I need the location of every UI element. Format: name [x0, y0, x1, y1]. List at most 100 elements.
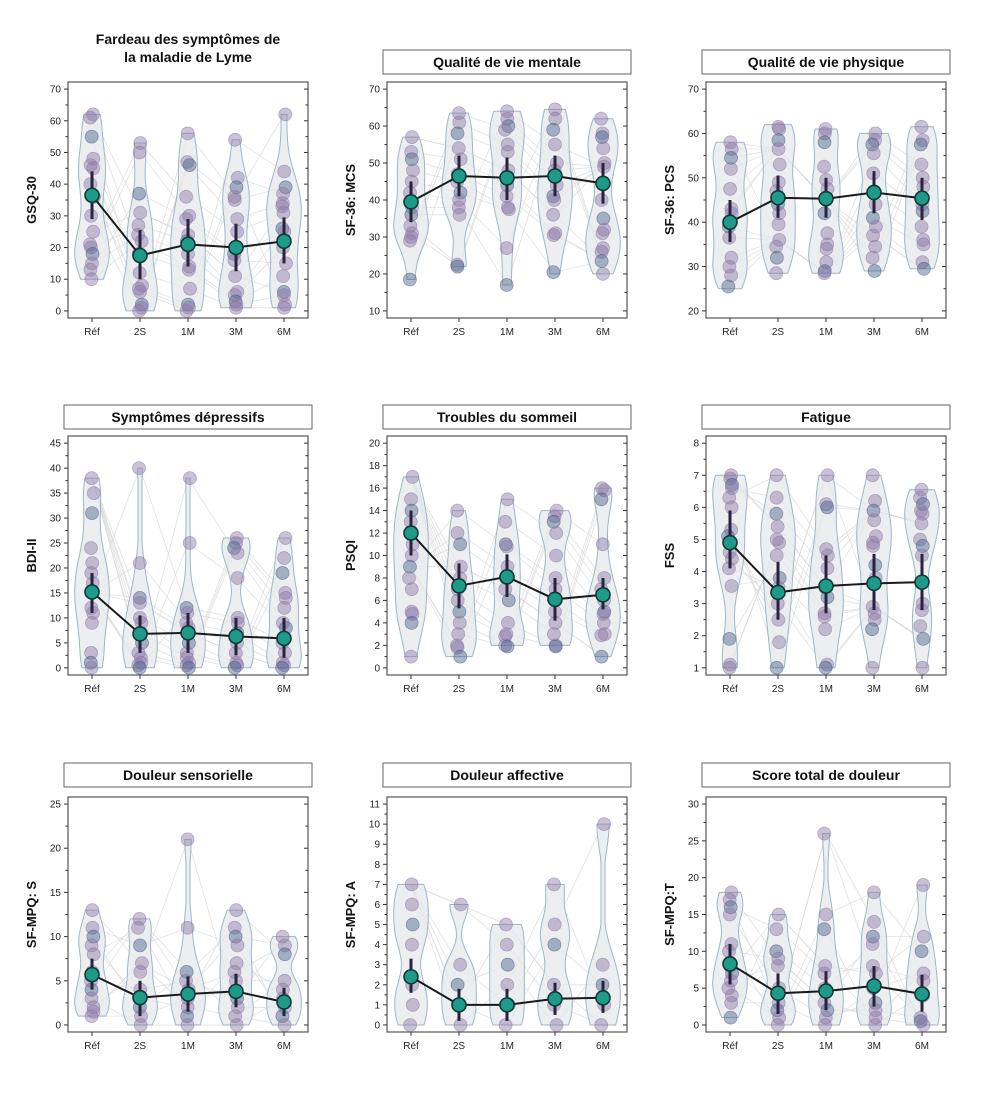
data-point — [820, 468, 835, 483]
data-point — [914, 944, 929, 959]
data-point — [499, 917, 513, 932]
data-point — [84, 646, 98, 660]
data-point — [548, 111, 563, 126]
data-point — [85, 920, 100, 935]
data-point — [405, 469, 420, 484]
data-point — [85, 903, 100, 917]
mean-marker — [818, 578, 834, 594]
y-tick-label: 40 — [369, 196, 381, 207]
data-point — [453, 897, 468, 912]
violin-6M — [266, 537, 302, 669]
data-point — [722, 259, 737, 274]
data-point — [181, 660, 196, 675]
data-point — [867, 885, 881, 900]
y-tick-label: 0 — [55, 663, 61, 674]
data-point — [83, 655, 98, 670]
y-tick-label: 25 — [688, 836, 700, 847]
data-point — [721, 981, 736, 995]
mean-marker — [403, 525, 419, 541]
y-tick-label: 40 — [688, 218, 700, 229]
data-point — [501, 202, 516, 217]
panel-title-box — [701, 404, 951, 430]
violin-2S — [441, 904, 477, 1026]
data-point — [498, 122, 512, 137]
y-tick-label: 40 — [50, 464, 62, 475]
data-point — [182, 536, 197, 550]
data-point — [818, 1010, 833, 1025]
data-point — [597, 483, 612, 498]
x-tick-label: 6M — [596, 327, 610, 338]
mean-marker — [818, 983, 834, 999]
mean-marker — [914, 574, 930, 590]
data-point — [549, 548, 563, 563]
data-point — [869, 966, 883, 981]
panel-title: Troubles du sommeil — [437, 409, 577, 425]
data-point — [499, 627, 514, 641]
data-point — [230, 571, 245, 585]
x-tick-label: 6M — [277, 1041, 291, 1052]
x-tick-label: 1M — [181, 684, 195, 695]
data-point — [770, 250, 784, 265]
y-tick-label: 45 — [50, 439, 62, 450]
data-point — [772, 635, 787, 650]
y-tick-label: 8 — [374, 860, 380, 871]
data-point — [817, 135, 832, 150]
data-point — [404, 616, 419, 630]
y-tick-label: 1 — [693, 663, 699, 674]
data-point — [278, 107, 293, 122]
x-tick-label: 2S — [772, 1041, 785, 1052]
panel-title: Symptômes dépressifs — [111, 409, 264, 425]
data-point — [916, 237, 931, 252]
data-point — [595, 957, 610, 972]
data-point — [596, 141, 611, 156]
data-point — [820, 548, 835, 563]
y-tick-label: 10 — [50, 932, 62, 943]
data-point — [865, 660, 880, 675]
y-tick-label: 12 — [369, 529, 381, 540]
y-tick-label: 40 — [50, 180, 62, 191]
x-tick-label: 2S — [772, 327, 785, 338]
mean-marker — [276, 630, 292, 647]
panel-title-line: Fardeau des symptômes de — [96, 31, 281, 47]
data-point — [594, 1018, 609, 1032]
panel-title-box — [63, 762, 313, 788]
data-point — [84, 991, 99, 1006]
data-point — [865, 468, 880, 483]
data-point — [403, 1018, 418, 1032]
mean-marker — [132, 247, 148, 264]
y-tick-label: 60 — [50, 116, 62, 127]
data-point — [772, 535, 787, 550]
x-tick-label: Réf — [722, 327, 738, 338]
data-point — [546, 265, 561, 280]
y-tick-label: 70 — [688, 85, 700, 96]
x-tick-label: 3M — [229, 327, 243, 338]
mean-marker — [403, 194, 419, 210]
panel-2: Qualité de vie mentale 10 20 30 40 50 60 70 Réf 2… — [343, 49, 632, 338]
data-point — [131, 218, 146, 233]
data-point — [85, 556, 100, 570]
violin-1M — [170, 838, 206, 1026]
data-point — [133, 284, 148, 299]
data-point — [769, 468, 784, 483]
panel-6: Fatigue 1 2 3 4 5 6 7 8 Réf 2S 1M 3M 6M FSS — [662, 404, 951, 695]
data-point — [770, 519, 785, 534]
data-point — [916, 929, 931, 944]
mean-marker — [451, 168, 467, 184]
data-point — [916, 1018, 931, 1032]
y-tick-label: 7 — [693, 471, 699, 482]
data-point — [817, 266, 832, 281]
data-point — [724, 579, 739, 593]
data-point — [275, 660, 290, 675]
data-point — [275, 929, 290, 944]
data-point — [867, 915, 881, 929]
data-point — [180, 920, 195, 935]
data-point — [134, 956, 149, 970]
panel-title-line: la maladie de Lyme — [124, 49, 252, 65]
data-point — [86, 1000, 101, 1015]
x-tick-label: 1M — [500, 684, 514, 695]
mean-marker — [914, 986, 930, 1002]
data-point — [404, 937, 419, 952]
mean-marker — [866, 184, 882, 201]
x-tick-label: 1M — [181, 1041, 195, 1052]
data-point — [227, 253, 242, 268]
